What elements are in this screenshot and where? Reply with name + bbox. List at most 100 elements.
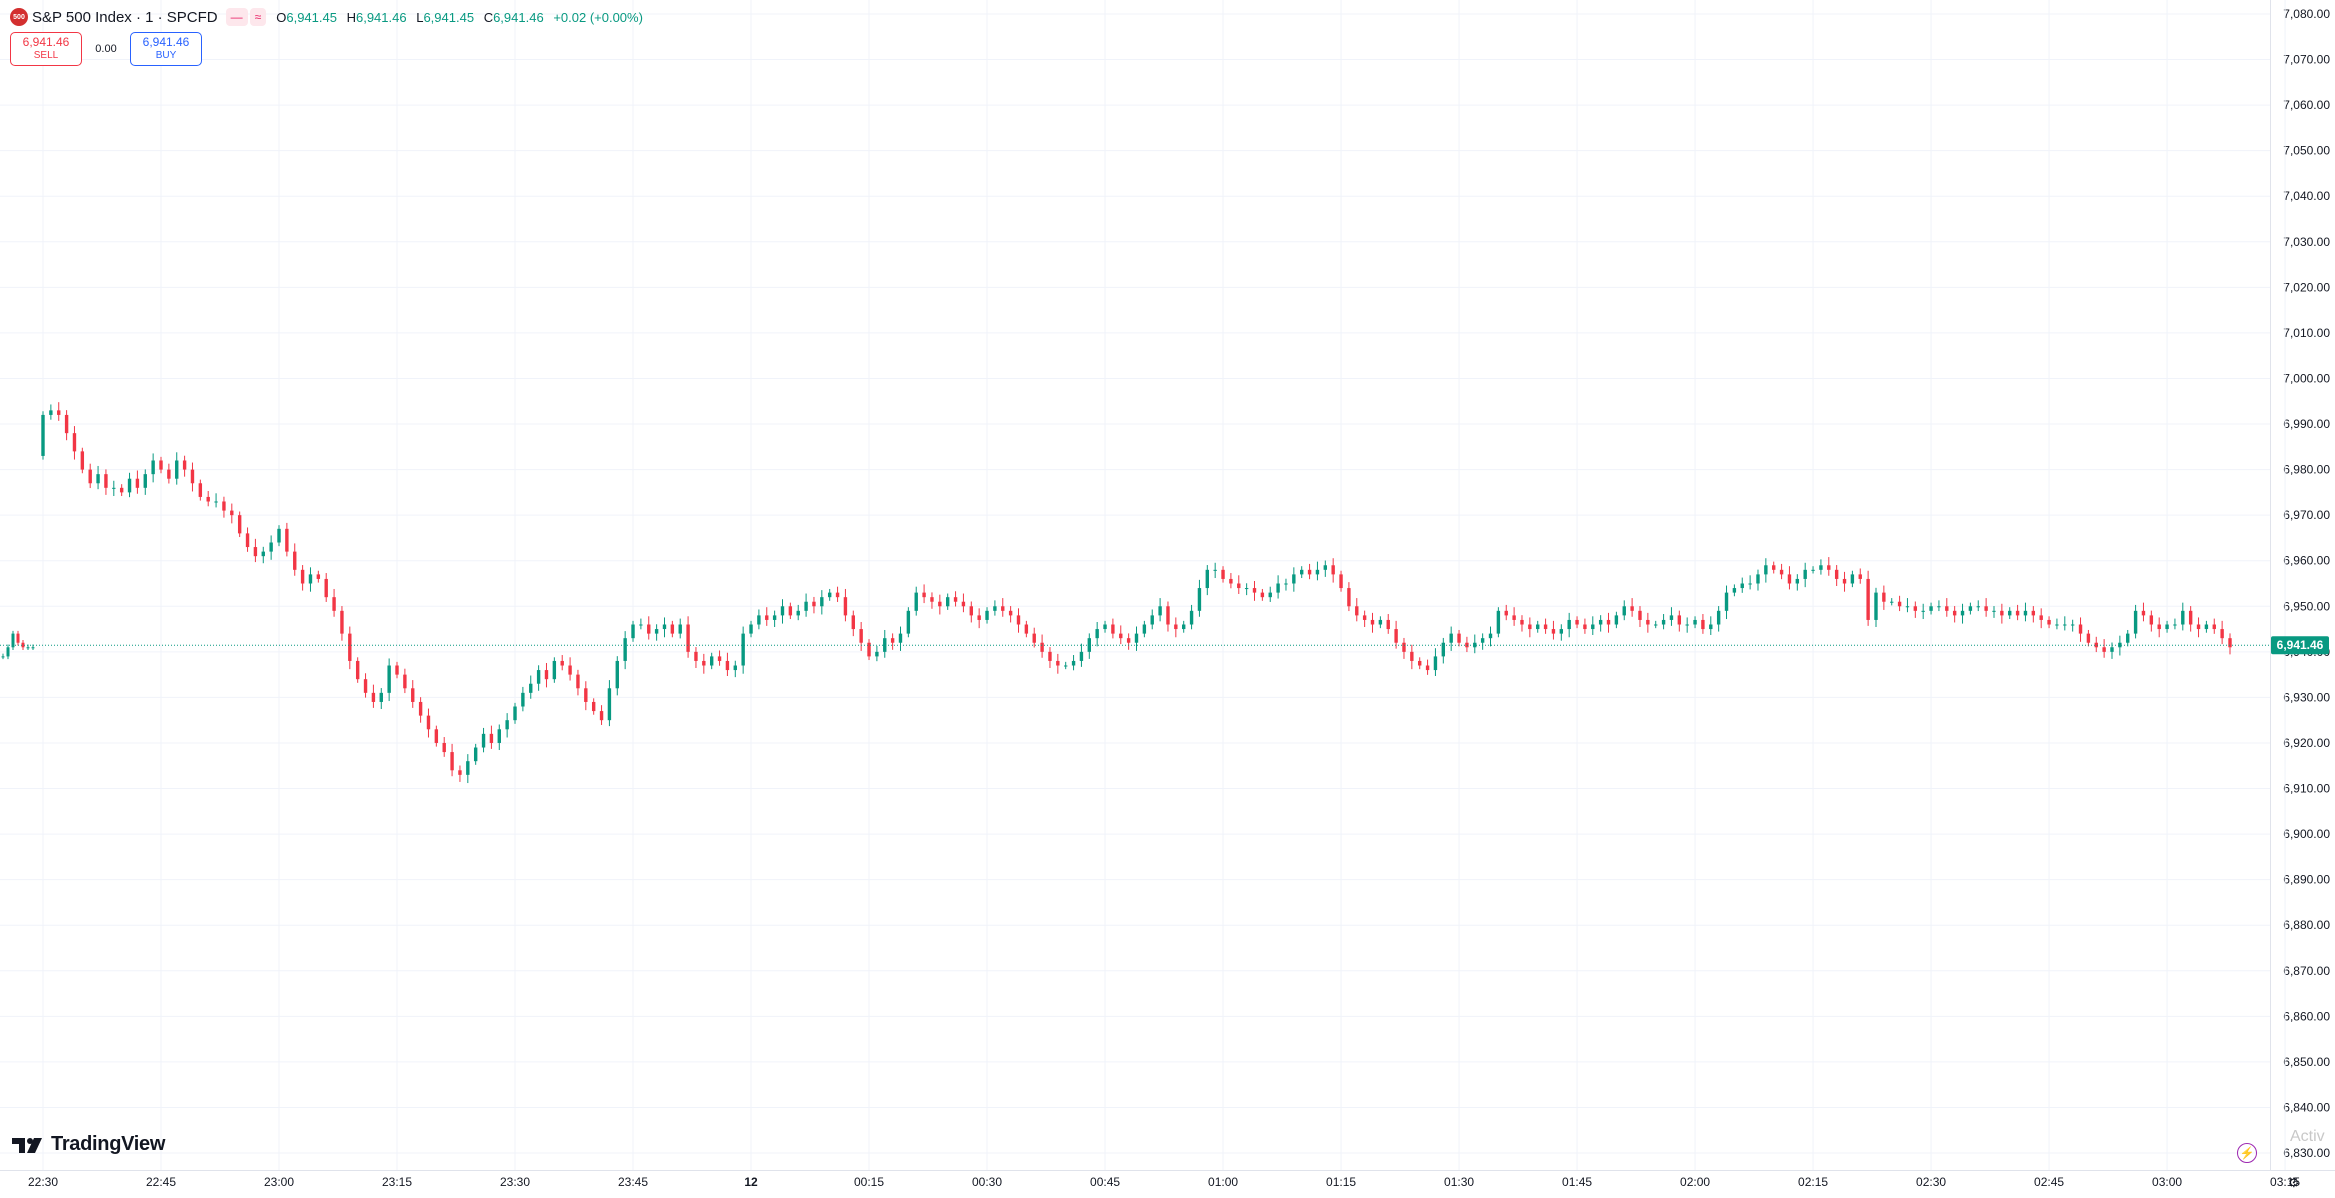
y-tick-label: 6,830.00: [2283, 1146, 2330, 1160]
x-tick-label: 03:00: [2152, 1175, 2182, 1189]
candle-body: [1536, 624, 1540, 630]
candle-body: [285, 528, 289, 552]
candle-body: [1473, 642, 1477, 648]
y-tick-label: 7,000.00: [2283, 371, 2330, 385]
candle-body: [1764, 565, 1768, 575]
candle-body: [599, 711, 604, 721]
buy-price: 6,941.46: [142, 35, 190, 49]
spread-value: 0.00: [95, 43, 117, 55]
last-price-label: 6,941.46: [2277, 638, 2324, 652]
candle-body: [1260, 592, 1265, 598]
candle-body: [135, 478, 140, 488]
candle-body: [2149, 615, 2154, 625]
candle-body: [568, 665, 572, 675]
candle-body: [2196, 624, 2201, 630]
candle-body: [749, 624, 753, 634]
candle-body: [1465, 642, 1469, 648]
candle-body: [2047, 619, 2051, 625]
y-tick-label: 6,870.00: [2283, 964, 2330, 978]
candle-body: [623, 638, 627, 661]
candle-body: [930, 597, 934, 602]
candle-body: [765, 615, 769, 620]
candle-body: [348, 633, 352, 661]
candle-body: [222, 501, 226, 511]
candle-body: [1441, 642, 1446, 657]
sell-label: SELL: [33, 50, 59, 61]
candle-body: [1937, 606, 1941, 608]
candle-body: [2102, 647, 2106, 652]
candle-body: [1772, 565, 1776, 570]
candle-body: [788, 606, 793, 616]
trade-panel: 6,941.46 SELL 0.00 6,941.46 BUY: [10, 32, 202, 66]
candle-body: [1945, 606, 1949, 611]
open-value: 6,941.45: [286, 9, 337, 25]
candle-body: [709, 656, 714, 666]
candle-body: [49, 410, 53, 415]
candle-body: [1929, 606, 1933, 611]
candle-body: [112, 487, 116, 489]
candle-body: [670, 624, 675, 634]
candle-body: [1984, 606, 1988, 611]
candle-body: [6, 647, 10, 657]
candle-body: [1842, 578, 1847, 584]
candle-body: [607, 688, 612, 721]
candle-body: [639, 624, 643, 626]
candle-body: [1567, 619, 1571, 630]
candle-body: [324, 578, 328, 598]
y-tick-label: 6,850.00: [2283, 1055, 2330, 1069]
candle-body: [1229, 578, 1233, 584]
candle-body: [2141, 610, 2146, 616]
candle-body: [1480, 638, 1485, 643]
candle-body: [277, 528, 281, 543]
candle-body: [1811, 569, 1815, 571]
candle-body: [261, 551, 265, 557]
indicator-toggle-button[interactable]: —: [225, 8, 248, 26]
y-tick-label: 6,970.00: [2283, 508, 2330, 522]
candle-body: [820, 597, 824, 607]
y-tick-label: 6,860.00: [2283, 1009, 2330, 1023]
candle-body: [859, 629, 863, 643]
candle-body: [159, 460, 163, 470]
buy-button[interactable]: 6,941.46 BUY: [130, 32, 202, 66]
candle-body: [1339, 574, 1343, 589]
candle-body: [1410, 651, 1414, 661]
candle-body: [473, 747, 478, 762]
lightning-icon[interactable]: ⚡: [2237, 1143, 2257, 1163]
candle-body: [1992, 610, 1996, 612]
compare-toggle-button[interactable]: ≈: [249, 8, 267, 26]
candle-body: [1638, 610, 1642, 620]
candle-body: [308, 574, 313, 584]
candle-body: [1433, 656, 1438, 671]
x-tick-label: 01:45: [1562, 1175, 1592, 1189]
y-tick-label: 6,880.00: [2283, 918, 2330, 932]
symbol-title[interactable]: S&P 500 Index · 1 · SPCFD: [32, 8, 218, 26]
candle-body: [977, 615, 981, 620]
candle-body: [1504, 610, 1508, 616]
candle-body: [41, 414, 45, 456]
tradingview-logo[interactable]: TradingView: [12, 1133, 165, 1156]
y-tick-label: 7,040.00: [2283, 189, 2330, 203]
candle-body: [1370, 619, 1375, 625]
candle-body: [143, 474, 147, 488]
candle-body: [1921, 610, 1925, 612]
candle-body: [2228, 638, 2232, 648]
sell-button[interactable]: 6,941.46 SELL: [10, 32, 82, 66]
candle-body: [1056, 660, 1060, 666]
candle-body: [1300, 569, 1304, 575]
candle-body: [1284, 583, 1288, 585]
candle-body: [615, 660, 619, 689]
settings-icon[interactable]: ⚙: [2288, 1175, 2300, 1190]
time-axis[interactable]: [0, 1170, 2335, 1198]
candle-body: [584, 688, 588, 702]
candle-body: [1174, 624, 1178, 630]
candle-body: [2063, 624, 2067, 626]
candle-body: [450, 752, 454, 771]
candle-body: [1449, 633, 1453, 643]
y-tick-label: 6,910.00: [2283, 782, 2330, 796]
price-axis[interactable]: [2270, 0, 2335, 1170]
candle-body: [662, 624, 667, 630]
high-value: 6,941.46: [355, 9, 407, 25]
candle-body: [127, 478, 132, 493]
